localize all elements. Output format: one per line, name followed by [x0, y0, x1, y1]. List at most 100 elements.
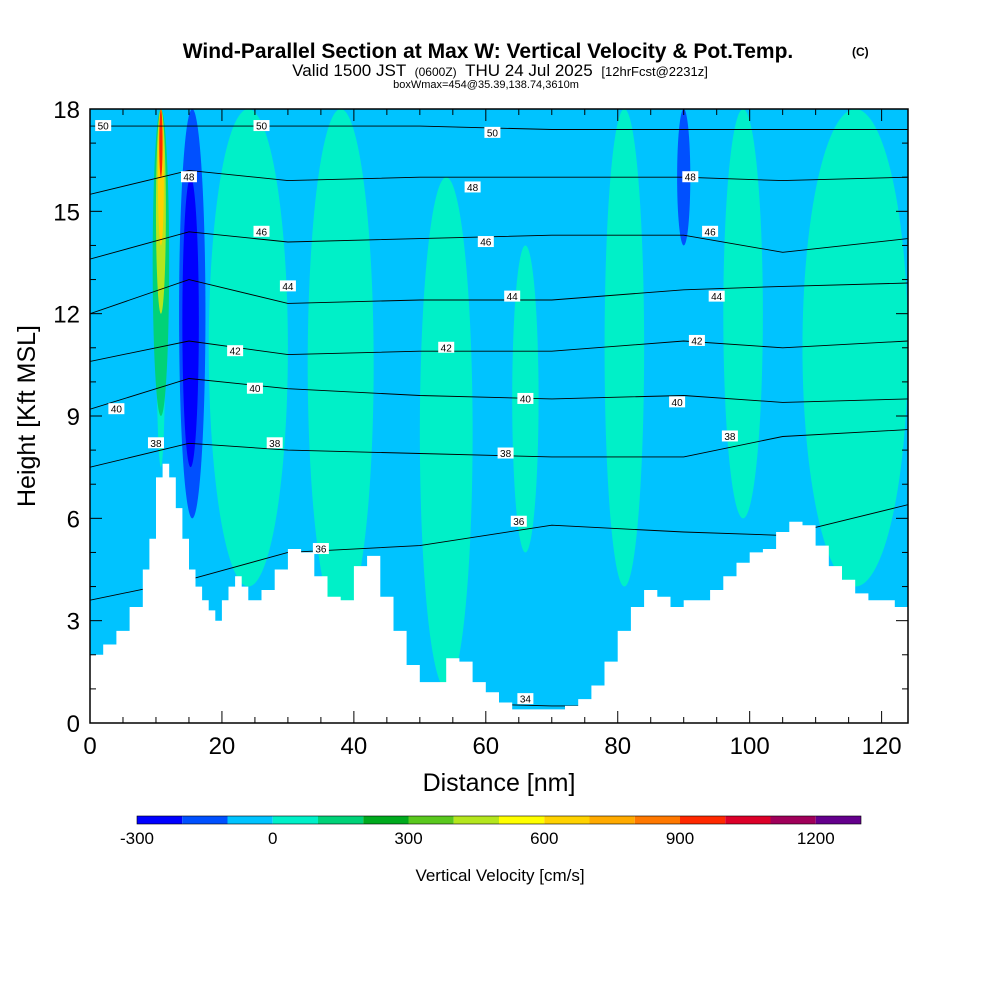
contour-label-text: 46 [705, 227, 717, 238]
contour-label: 50 [484, 126, 501, 139]
contour-label-text: 46 [480, 238, 492, 249]
contour-label-text: 38 [269, 439, 281, 450]
w-region [802, 109, 908, 587]
colorbar-bin [272, 816, 318, 824]
colorbar-tick-label: 0 [268, 829, 277, 848]
y-tick-label: 6 [67, 506, 80, 533]
w-region [419, 177, 473, 689]
valid-time: Valid 1500 JST [292, 61, 406, 80]
contour-label-text: 50 [487, 128, 499, 139]
colorbar-bin [227, 816, 273, 824]
contour-label: 48 [180, 171, 197, 184]
contour-label: 44 [279, 280, 296, 293]
y-axis-title: Height [Kft MSL] [13, 325, 41, 507]
contour-label: 50 [253, 120, 270, 133]
contour-label: 46 [702, 225, 719, 238]
colorbar-bin [363, 816, 409, 824]
contour-label-text: 50 [98, 122, 110, 133]
contour-label: 38 [266, 437, 283, 450]
contour-label: 48 [682, 171, 699, 184]
contour-label-text: 50 [256, 122, 268, 133]
contour-label-text: 44 [711, 292, 723, 303]
contour-label: 40 [517, 392, 534, 405]
contour-label: 42 [227, 345, 244, 358]
x-tick-label: 120 [862, 733, 902, 760]
isentrope-44 [90, 279, 908, 315]
chart-subtitle: Valid 1500 JST (0600Z) THU 24 Jul 2025 [… [292, 61, 708, 80]
chart-title-mark: (C) [852, 45, 869, 59]
y-tick-label: 15 [53, 199, 80, 226]
w-region [307, 109, 374, 621]
contour-label-text: 44 [282, 282, 294, 293]
colorbar-bin [815, 816, 861, 824]
contour-label-text: 40 [520, 394, 532, 405]
contour-label-text: 34 [520, 695, 532, 706]
colorbar-bin [408, 816, 454, 824]
colorbar-bin [137, 816, 183, 824]
colorbar-bin [318, 816, 364, 824]
contour-label-text: 40 [111, 405, 123, 416]
x-axis-title: Distance [nm] [423, 769, 576, 797]
contour-label-text: 42 [691, 336, 703, 347]
w-region [159, 109, 163, 178]
contour-label: 40 [669, 396, 686, 409]
contour-label: 34 [517, 693, 534, 706]
terrain-profile [90, 463, 908, 723]
contour-label-text: 48 [685, 173, 697, 184]
contour-label-text: 42 [230, 347, 242, 358]
colorbar-tick-label: 1200 [797, 829, 835, 848]
colorbar-bin [453, 816, 499, 824]
contour-label-text: 40 [672, 398, 684, 409]
contour-label: 38 [497, 447, 514, 460]
isentrope-42 [90, 340, 908, 362]
contour-label-text: 38 [500, 449, 512, 460]
forecast-info: [12hrFcst@2231z] [601, 64, 707, 79]
y-tick-label: 12 [53, 302, 80, 329]
contour-label-text: 36 [513, 517, 525, 528]
isentrope-38 [90, 429, 908, 468]
contour-label-text: 38 [724, 432, 736, 443]
chart-title: Wind-Parallel Section at Max W: Vertical… [183, 40, 794, 63]
x-tick-label: 0 [83, 733, 96, 760]
contour-label-text: 36 [315, 545, 327, 556]
colorbar-bin [544, 816, 590, 824]
contour-label: 50 [95, 120, 112, 133]
colorbar-bin [499, 816, 545, 824]
isentrope-36 [90, 504, 908, 601]
colorbar-frame [136, 815, 862, 825]
colorbar-bin [725, 816, 771, 824]
contour-label-text: 46 [256, 227, 268, 238]
contour-label-text: 38 [150, 439, 162, 450]
contour-label: 44 [504, 290, 521, 303]
contour-label: 48 [464, 181, 481, 194]
contour-label-text: 44 [507, 292, 519, 303]
x-tick-label: 20 [209, 733, 236, 760]
contour-labels: 50 50 50 48 48 48 46 46 46 44 44 44 42 42 42 40 40 40 40 38… [95, 120, 738, 706]
contour-label-text: 40 [249, 384, 261, 395]
box-info: boxWmax=454@35.39,138.74,3610m [393, 79, 579, 91]
y-tick-label: 3 [67, 609, 80, 636]
colorbar-bin [182, 816, 228, 824]
w-region [208, 109, 288, 587]
isentrope-48 [90, 169, 908, 195]
contour-label: 40 [108, 403, 125, 416]
contour-label: 44 [708, 290, 725, 303]
x-tick-label: 40 [341, 733, 368, 760]
contour-label: 46 [253, 225, 270, 238]
contour-label: 42 [688, 334, 705, 347]
colorbar-tick-label: 300 [394, 829, 422, 848]
contour-label: 38 [147, 437, 164, 450]
contour-label: 36 [510, 515, 527, 528]
w-region [604, 109, 645, 587]
plot-area [90, 109, 908, 723]
y-tick-label: 0 [67, 711, 80, 738]
colorbar-bin [589, 816, 635, 824]
contour-label-text: 48 [467, 183, 479, 194]
colorbar-bin [680, 816, 726, 824]
contour-label: 38 [721, 430, 738, 443]
colorbar: -300 0 300 600 900 1200 [120, 815, 862, 848]
x-tick-label: 100 [730, 733, 770, 760]
terrain-mask [90, 463, 908, 723]
